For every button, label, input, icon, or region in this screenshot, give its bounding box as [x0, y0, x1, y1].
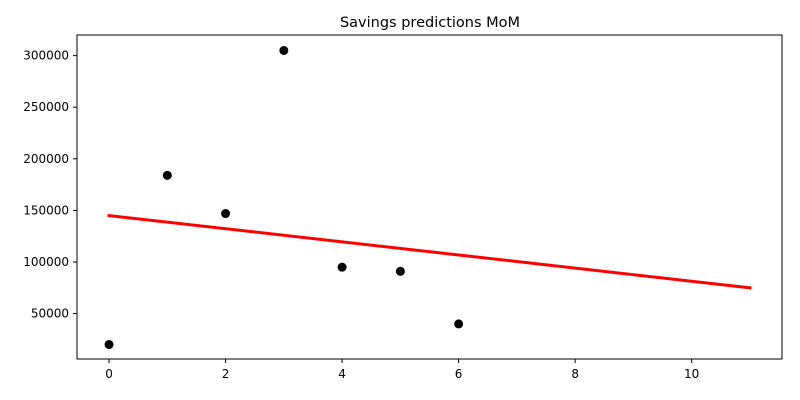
y-tick-label: 150000: [23, 203, 69, 217]
scatter-point: [337, 262, 347, 272]
plot-area: [76, 34, 783, 360]
scatter-point: [279, 45, 289, 55]
x-tick-label: 4: [338, 367, 346, 381]
x-tick-label: 2: [222, 367, 230, 381]
x-tick-label: 8: [571, 367, 579, 381]
scatter-point: [395, 266, 405, 276]
y-tick-label: 200000: [23, 152, 69, 166]
y-tick-label: 50000: [31, 307, 69, 321]
y-tick-label: 100000: [23, 255, 69, 269]
y-axis: 50000 100000 150000 200000 250000 300000: [23, 49, 77, 321]
x-tick-label: 10: [684, 367, 699, 381]
x-tick-label: 6: [455, 367, 463, 381]
chart-marks: [104, 45, 752, 350]
scatter-point: [104, 340, 114, 350]
scatter-point: [454, 319, 464, 329]
x-axis: 0 2 4 6 8 10: [105, 359, 699, 381]
y-tick-label: 250000: [23, 100, 69, 114]
trend-line: [107, 213, 752, 290]
plot-frame: [77, 35, 782, 359]
chart-title: Savings predictions MoM: [340, 15, 520, 31]
x-tick-label: 0: [105, 367, 113, 381]
scatter-point: [162, 170, 172, 180]
y-tick-label: 300000: [23, 49, 69, 63]
scatter-point: [221, 209, 231, 219]
plot-border: [76, 34, 783, 360]
